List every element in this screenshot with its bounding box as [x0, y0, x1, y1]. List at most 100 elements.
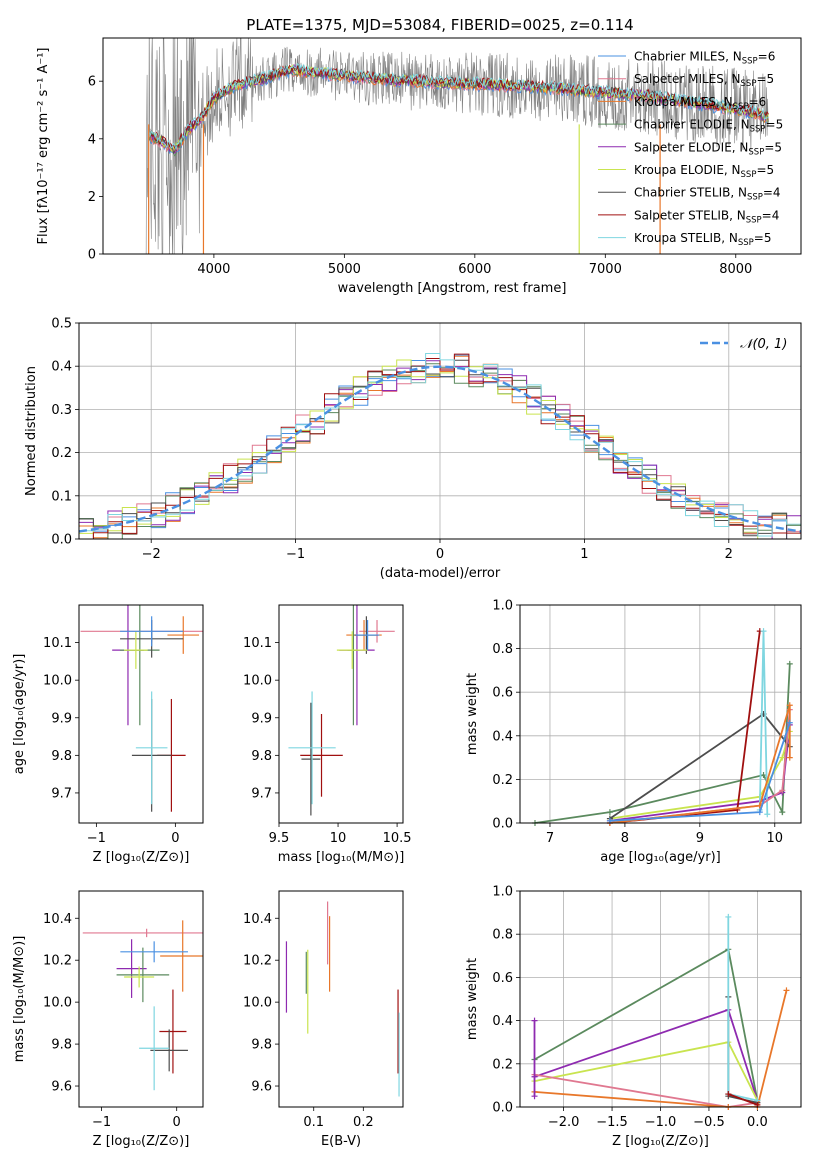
- y-tick-label: 10.0: [243, 996, 272, 1011]
- x-axis-label: age [log₁₀(age/yr)]: [600, 850, 721, 865]
- y-tick-label: 10.0: [243, 674, 272, 689]
- x-tick-label: 0: [173, 1115, 181, 1130]
- weight-marker: [760, 772, 767, 779]
- weight-marker: [531, 1093, 538, 1100]
- axes-frame: [519, 604, 802, 824]
- y-tick-label: 9.6: [51, 1080, 72, 1095]
- y-tick-label: 0.4: [492, 1014, 513, 1029]
- y-tick-label: 10.4: [43, 912, 72, 927]
- mass-vs-extinction-panel: 0.1 0.2 9.6 9.8 10.0 10.2 10.4 E(B-V): [243, 890, 404, 1149]
- model-spectrum-line: [148, 66, 769, 157]
- weight-series-line: [534, 947, 759, 1101]
- x-tick-label: −1: [286, 547, 305, 562]
- weight-marker: [779, 787, 786, 794]
- y-tick-label: 10.2: [243, 954, 272, 969]
- y-tick-label: 10.1: [243, 636, 272, 651]
- error-bar-point: [139, 1006, 170, 1091]
- y-tick-label: 0.0: [51, 533, 72, 548]
- x-tick-label: 1: [580, 547, 588, 562]
- x-tick-label: 10: [330, 831, 347, 846]
- y-tick-label: 0.0: [492, 1101, 513, 1116]
- y-tick-label: 9.8: [51, 1038, 72, 1053]
- legend-entry: Salpeter STELIB, NSSP=4: [634, 208, 779, 225]
- x-tick-label: 7: [546, 831, 554, 846]
- legend-entry: Kroupa STELIB, NSSP=5: [634, 231, 772, 248]
- weight-marker: [725, 913, 732, 920]
- residual-histogram-step: [79, 359, 801, 539]
- y-tick-label: 0.4: [492, 729, 513, 744]
- y-tick-label: 9.6: [251, 1080, 272, 1095]
- x-axis-label: Z [log₁₀(Z/Z⊙)]: [93, 850, 190, 865]
- weight-marker: [725, 1091, 732, 1098]
- error-bar-point: [120, 616, 184, 647]
- error-bar-point: [336, 631, 368, 669]
- y-tick-label: 0.2: [492, 773, 513, 788]
- spectrum-panel: 4000 5000 6000 7000 8000 0 2 4 6 wavelength [Angs…: [36, 37, 802, 296]
- error-bar-point: [124, 631, 148, 669]
- x-tick-label: −1: [92, 1115, 111, 1130]
- weight-marker: [606, 809, 613, 816]
- axes-frame: [78, 604, 204, 824]
- y-tick-label: 9.9: [251, 711, 272, 726]
- y-tick-label: 10.4: [243, 912, 272, 927]
- y-tick-label: 10.0: [43, 996, 72, 1011]
- y-tick-label: 9.7: [251, 786, 272, 801]
- axes-frame: [278, 604, 404, 824]
- error-bar-point: [124, 966, 155, 988]
- x-axis-label: mass [log₁₀(M/M⊙)]: [278, 850, 405, 865]
- x-tick-label: 4000: [197, 262, 230, 277]
- x-tick-label: 10.5: [383, 831, 412, 846]
- y-tick-label: 0.0: [492, 817, 513, 832]
- x-tick-label: 0.2: [353, 1115, 374, 1130]
- y-tick-label: 9.8: [51, 749, 72, 764]
- x-tick-label: −2: [142, 547, 161, 562]
- error-bar-point: [120, 941, 188, 963]
- x-axis-label: wavelength [Angstrom, rest frame]: [338, 281, 567, 296]
- error-bar-point: [116, 939, 147, 998]
- y-tick-label: 9.8: [251, 1038, 272, 1053]
- x-tick-label: 10: [766, 831, 783, 846]
- axes-frame: [278, 890, 404, 1108]
- axes-frame: [519, 890, 802, 1108]
- y-tick-label: 0.8: [492, 642, 513, 657]
- age-vs-mass-panel: 9.5 10 10.5 9.7 9.8 9.9 10.0 10.1 mass [log₁₀(M/…: [243, 604, 412, 865]
- error-bar-point: [82, 928, 203, 938]
- axes-frame: [78, 890, 204, 1108]
- y-axis-label: age [log₁₀(age/yr)]: [12, 654, 27, 775]
- weight-marker: [756, 809, 763, 816]
- legend-entry: Chabrier MILES, NSSP=6: [634, 50, 775, 67]
- observed-spectrum-line: [145, 38, 769, 254]
- weight-vs-metallicity-panel: −2.0 −1.5 −1.0 −0.5 0.0 0.0 0.2 0.4 0.6 0.8 1.0 Z […: [465, 885, 802, 1149]
- x-tick-label: 6000: [458, 262, 491, 277]
- error-bar-point: [116, 947, 170, 1003]
- error-bar-point: [160, 920, 203, 992]
- weight-series-line: [534, 663, 791, 823]
- y-tick-label: 0.6: [492, 971, 513, 986]
- y-axis-label: mass [log₁₀(M/M⊙)]: [12, 936, 27, 1063]
- x-tick-label: 8: [621, 831, 629, 846]
- normal-distribution-curve: [79, 365, 801, 533]
- y-tick-label: 0.2: [492, 1057, 513, 1072]
- error-bar-point: [359, 620, 395, 643]
- residual-histogram-step: [79, 359, 801, 539]
- weight-series-line: [727, 1093, 758, 1106]
- residual-histogram-panel: −2 −1 0 1 2 0.0 0.1 0.2 0.3 0.4 0.5 (data-model)/er…: [24, 317, 802, 581]
- y-tick-label: 0.3: [51, 403, 72, 418]
- y-tick-label: 0.8: [492, 928, 513, 943]
- axes-frame: [102, 37, 802, 255]
- weight-marker: [783, 987, 790, 994]
- x-axis-label: E(B-V): [321, 1134, 361, 1149]
- weight-marker: [786, 754, 793, 761]
- legend-entry: Kroupa MILES, NSSP=6: [634, 95, 766, 112]
- y-tick-label: 10.1: [43, 636, 72, 651]
- model-spectrum-line: [148, 63, 769, 150]
- y-tick-label: 2: [88, 190, 96, 205]
- x-tick-label: −0.5: [693, 1115, 725, 1130]
- x-tick-label: −1: [87, 831, 106, 846]
- error-bar-point: [135, 691, 168, 805]
- x-tick-label: 8000: [719, 262, 752, 277]
- x-tick-label: 0.1: [303, 1115, 324, 1130]
- y-axis-label: mass weight: [465, 958, 480, 1040]
- x-tick-label: −1.5: [596, 1115, 628, 1130]
